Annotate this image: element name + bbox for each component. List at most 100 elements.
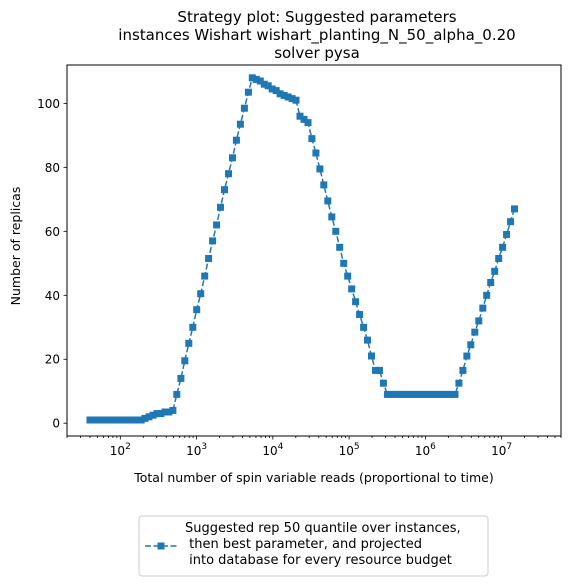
- data-point-marker: [105, 416, 113, 424]
- data-point-marker: [141, 414, 149, 422]
- plot-area-frame: [66, 64, 562, 437]
- data-point-marker: [280, 91, 288, 99]
- data-point-marker: [221, 186, 228, 194]
- data-point-marker: [149, 411, 157, 419]
- y-axis-ticks: 0 20 40 60 80 100: [37, 97, 67, 431]
- x-tick-label-exponent: 6: [430, 442, 436, 452]
- data-point-marker: [411, 390, 419, 398]
- data-point-marker: [248, 74, 256, 82]
- data-point-marker: [368, 352, 375, 360]
- chart-title: Strategy plot: Suggested parameters inst…: [118, 8, 515, 62]
- data-point-marker: [376, 366, 383, 374]
- data-point-marker: [304, 119, 312, 127]
- data-point-marker: [479, 304, 487, 312]
- data-point-marker: [98, 416, 106, 424]
- data-point-marker: [483, 291, 491, 299]
- data-point-marker: [487, 279, 495, 286]
- data-point-marker: [459, 366, 467, 374]
- data-point-marker: [169, 406, 177, 414]
- data-point-marker: [407, 390, 415, 398]
- data-point-marker: [213, 221, 221, 229]
- legend: Suggested rep 50 quantile over instances…: [138, 515, 489, 577]
- data-point-marker: [320, 181, 328, 189]
- data-point-marker: [316, 165, 324, 173]
- data-point-marker: [399, 390, 407, 398]
- data-point-marker: [423, 390, 431, 398]
- data-point-marker: [217, 203, 224, 211]
- data-point-marker: [336, 243, 344, 251]
- y-tick-label: 40: [45, 289, 60, 303]
- data-point-marker: [137, 416, 145, 424]
- x-tick-label-exponent: 2: [125, 442, 131, 452]
- data-point-marker: [451, 390, 459, 398]
- data-point-marker: [360, 323, 368, 331]
- data-point-marker: [511, 205, 518, 213]
- data-point-marker: [125, 416, 133, 424]
- data-point-marker: [348, 285, 356, 293]
- data-point-marker: [153, 410, 161, 418]
- data-point-marker: [177, 374, 185, 382]
- legend-label-line: Suggested rep 50 quantile over instances…: [185, 521, 461, 536]
- x-tick-label-exponent: 4: [278, 442, 284, 452]
- series-layer: [86, 74, 518, 424]
- data-point-marker: [252, 75, 260, 83]
- data-point-marker: [284, 93, 292, 101]
- data-point-marker: [344, 272, 352, 280]
- data-point-marker: [383, 390, 391, 398]
- y-tick-label: 80: [45, 161, 60, 175]
- data-point-marker: [209, 237, 217, 245]
- data-point-marker: [503, 231, 511, 238]
- data-point-marker: [415, 390, 423, 398]
- data-point-marker: [114, 416, 121, 424]
- data-point-marker: [205, 255, 213, 262]
- chart-title-line-1: Strategy plot: Suggested parameters: [177, 8, 456, 26]
- data-point-marker: [173, 390, 181, 398]
- data-point-marker: [431, 390, 439, 398]
- data-point-marker: [372, 366, 379, 374]
- data-point-marker: [145, 413, 153, 421]
- x-tick-label-exponent: 7: [506, 442, 512, 452]
- data-point-marker: [201, 272, 209, 280]
- data-point-marker: [93, 416, 101, 424]
- data-point-marker: [86, 416, 94, 424]
- data-point-marker: [403, 390, 411, 398]
- y-axis-label: Number of replicas: [8, 187, 23, 306]
- legend-marker-swatch: [157, 542, 165, 550]
- data-point-marker: [507, 218, 515, 226]
- data-point-marker: [447, 390, 455, 398]
- data-point-marker: [244, 88, 252, 96]
- data-point-marker: [495, 255, 503, 262]
- chart-title-line-2: instances Wishart wishart_planting_N_50_…: [118, 26, 515, 45]
- data-point-marker: [102, 416, 109, 424]
- data-point-marker: [491, 267, 499, 275]
- data-point-marker: [499, 243, 507, 251]
- data-point-marker: [272, 87, 280, 95]
- data-point-marker: [276, 90, 284, 98]
- data-point-marker: [364, 336, 371, 344]
- data-point-marker: [439, 390, 447, 398]
- data-point-marker: [340, 259, 348, 267]
- data-point-marker: [185, 339, 193, 347]
- data-point-marker: [133, 416, 141, 424]
- data-point-marker: [268, 85, 276, 93]
- data-point-marker: [352, 298, 360, 306]
- data-point-marker: [181, 357, 189, 365]
- data-point-marker: [467, 341, 475, 349]
- data-point-marker: [260, 80, 268, 88]
- legend-label-line: then best parameter, and projected: [185, 537, 422, 552]
- data-point-marker: [332, 227, 340, 235]
- data-point-marker: [395, 390, 403, 398]
- data-point-marker: [427, 390, 435, 398]
- y-tick-label: 0: [52, 417, 60, 431]
- data-point-marker: [308, 135, 316, 143]
- data-point-marker: [463, 352, 471, 360]
- y-tick-label: 60: [45, 225, 60, 239]
- data-point-marker: [236, 120, 244, 128]
- legend-box: [138, 515, 489, 577]
- chart-title-line-3: solver pysa: [274, 44, 360, 62]
- data-point-marker: [471, 328, 479, 336]
- data-point-marker: [455, 379, 463, 387]
- data-point-marker: [232, 136, 240, 144]
- data-point-marker: [161, 408, 169, 416]
